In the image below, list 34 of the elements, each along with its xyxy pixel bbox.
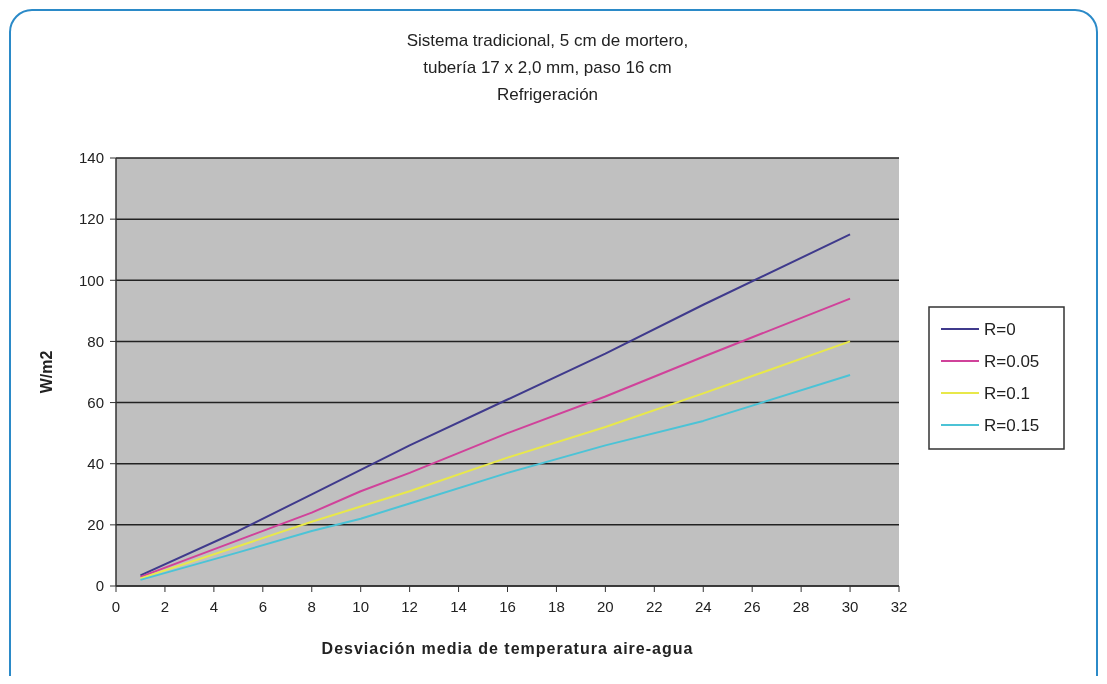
x-tick-label: 20 xyxy=(597,598,614,615)
y-tick-label: 20 xyxy=(87,516,104,534)
x-tick-label: 4 xyxy=(209,598,219,615)
x-tick-label: 10 xyxy=(352,598,370,615)
x-tick-label: 30 xyxy=(841,598,859,615)
line-series xyxy=(139,297,852,578)
x-tick-label: 6 xyxy=(258,598,267,615)
x-axis-title: Desviación media de temperatura aire-agua xyxy=(321,640,694,657)
x-tick-label: 16 xyxy=(499,598,516,615)
y-tick-label: 80 xyxy=(87,332,104,350)
x-tick-label: 32 xyxy=(890,598,908,615)
x-tick-label: 18 xyxy=(548,598,565,615)
y-tick-label: 0 xyxy=(95,577,104,595)
line-series xyxy=(139,233,852,577)
y-tick-label: 100 xyxy=(78,271,104,289)
x-tick-label: 8 xyxy=(307,598,316,615)
legend-label: R=0.05 xyxy=(984,351,1040,371)
legend-label: R=0.15 xyxy=(984,415,1040,435)
x-tick-label: 26 xyxy=(743,598,761,615)
x-tick-label: 12 xyxy=(401,598,418,615)
y-tick-label: 140 xyxy=(78,149,104,167)
y-tick-label: 40 xyxy=(87,454,104,472)
chart-title: Sistema tradicional, 5 cm de mortero, tubería 17 x 2,0 mm, paso 16 cm Refrigeración xyxy=(406,31,689,104)
y-tick-label: 60 xyxy=(87,393,104,411)
legend-label: R=0 xyxy=(984,319,1016,339)
legend-label: R=0.1 xyxy=(984,383,1030,403)
x-tick-label: 2 xyxy=(160,598,170,615)
x-tick-label: 0 xyxy=(111,598,121,615)
x-tick-label: 22 xyxy=(645,598,663,615)
x-tick-label: 28 xyxy=(792,598,810,615)
y-axis-title: W/m2 xyxy=(38,350,55,394)
y-tick-label: 120 xyxy=(78,210,104,228)
x-tick-label: 14 xyxy=(450,598,467,615)
x-tick-label: 24 xyxy=(694,598,712,615)
